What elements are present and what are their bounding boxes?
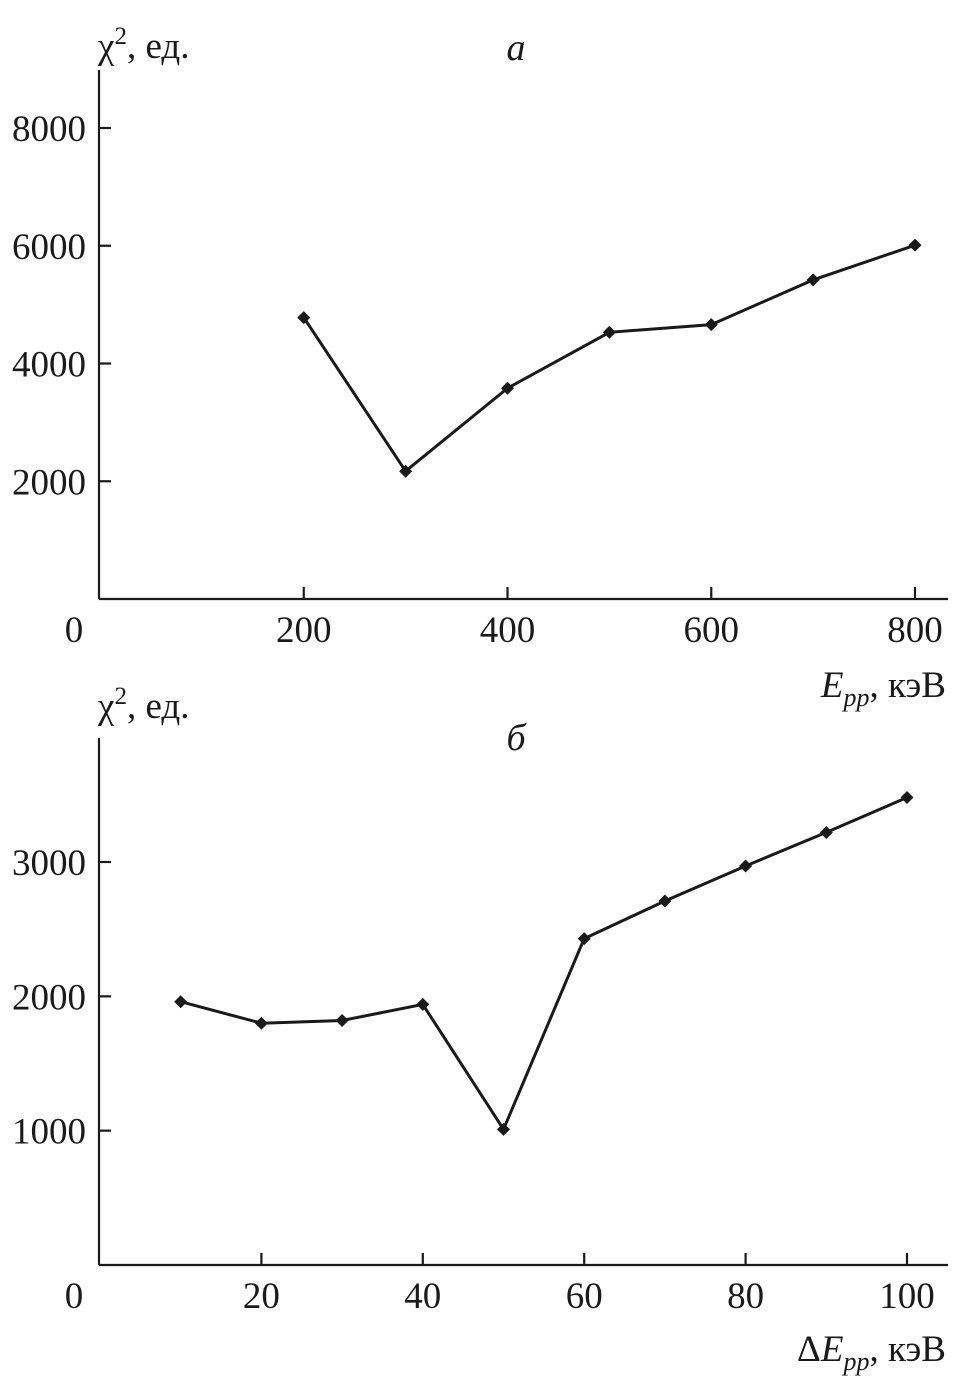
data-point-marker [335,1014,349,1028]
y-tick-label: 1000 [12,1112,86,1153]
data-point-marker [658,894,672,908]
data-point-marker [900,791,914,805]
x-axis-title-prefix: Δ [797,1329,821,1370]
data-point-marker [254,1016,268,1030]
origin-label: 0 [65,1276,84,1317]
panel-label: б [506,717,527,759]
x-tick-label: 600 [684,610,740,651]
data-point-marker [416,997,430,1011]
y-axis-title: χ2, ед. [97,683,189,727]
series-line [302,243,916,474]
y-tick-label: 4000 [12,345,86,386]
y-axis-title-unit: , ед. [127,26,190,67]
x-axis-title-sub: pp [841,1347,869,1376]
x-tick-label: 60 [566,1276,603,1317]
y-axis-title-sup: 2 [114,683,127,710]
y-axis-title-symbol: χ [97,26,115,67]
data-point-marker [174,995,188,1009]
origin-label: 0 [65,610,84,651]
data-point-marker [806,273,820,287]
x-tick-label: 200 [276,610,332,651]
y-tick-label: 8000 [12,109,86,150]
x-tick-label: 100 [879,1276,935,1317]
x-axis-title-symbol: E [820,665,844,706]
data-point-marker [497,1122,510,1136]
panel-label: а [507,27,526,69]
data-point-marker [819,825,833,839]
x-tick-label: 400 [480,610,536,651]
y-axis-title: χ2, ед. [97,23,189,67]
y-axis-title-unit: , ед. [127,686,190,727]
series-line [180,796,908,1133]
y-tick-label: 3000 [12,843,86,884]
data-point-marker [577,932,591,946]
x-axis-title-unit: , кэВ [869,665,946,706]
y-axis-title-sup: 2 [114,23,127,50]
data-point-marker [739,859,753,873]
y-tick-label: 6000 [12,227,86,268]
data-point-marker [908,238,922,252]
y-tick-label: 2000 [12,977,86,1018]
x-axis-title-sub: pp [841,683,869,712]
x-axis-title: ΔEpp, кэВ [797,1329,946,1376]
x-axis-title: Epp, кэВ [820,665,946,712]
x-tick-label: 40 [404,1276,441,1317]
data-point-marker [501,381,514,395]
x-tick-label: 800 [887,610,943,651]
y-axis-title-symbol: χ [97,686,115,727]
data-point-marker [602,325,616,339]
x-axis-title-symbol: E [820,1329,844,1370]
x-tick-label: 80 [727,1276,764,1317]
y-tick-label: 2000 [12,462,86,503]
x-axis-title-unit: , кэВ [869,1329,946,1370]
data-point-marker [399,464,413,478]
data-point-marker [297,311,311,325]
x-tick-label: 20 [243,1276,280,1317]
data-point-marker [704,318,718,332]
